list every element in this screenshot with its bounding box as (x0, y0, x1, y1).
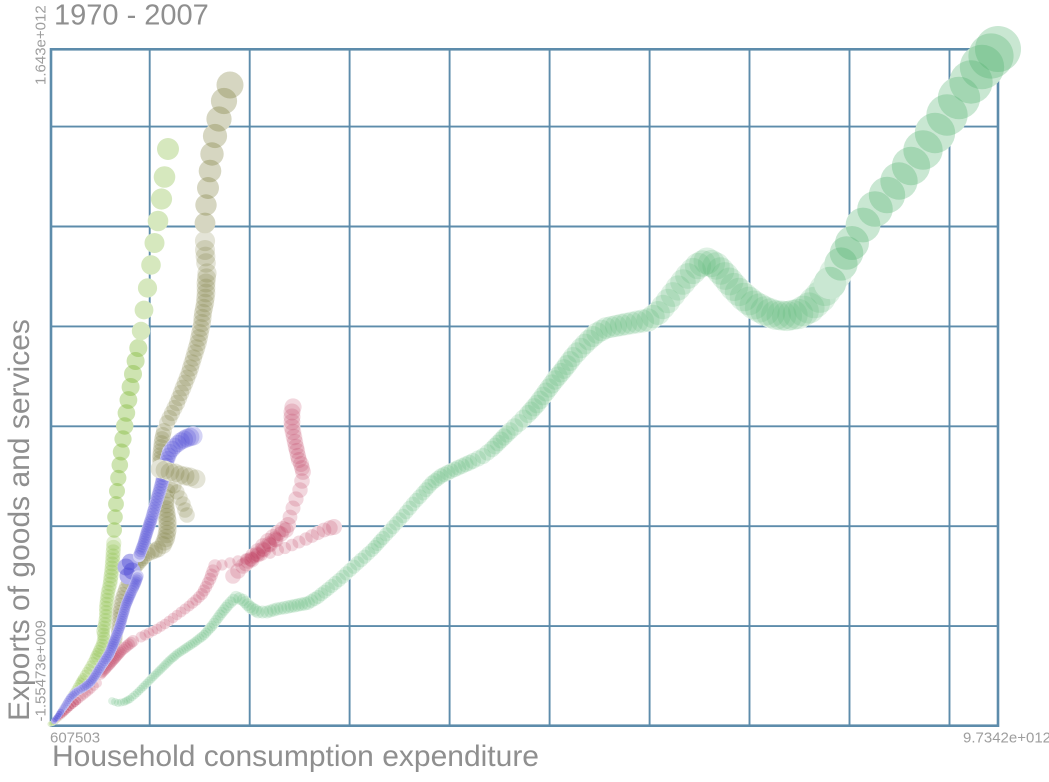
svg-text:1.643e+012: 1.643e+012 (33, 5, 50, 85)
svg-text:Household consumption expendit: Household consumption expenditure (52, 740, 539, 773)
svg-text:9.7342e+012: 9.7342e+012 (963, 730, 1049, 747)
svg-text:607503: 607503 (50, 730, 100, 747)
svg-text:-1.55473e+009: -1.55473e+009 (33, 620, 50, 721)
svg-text:Exports of goods and services: Exports of goods and services (3, 319, 36, 721)
svg-text:1970 - 2007: 1970 - 2007 (54, 0, 209, 32)
